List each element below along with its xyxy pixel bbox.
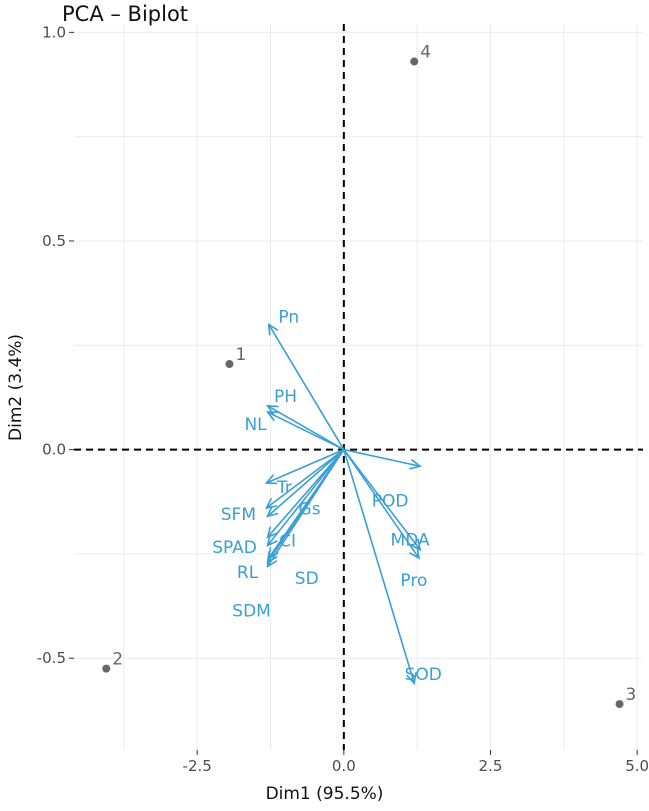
arrowhead-ci [266,534,278,547]
variable-label-tr: Tr [276,478,292,498]
arrow-mda [343,449,421,551]
x-tick-label: 5.0 [625,757,649,775]
variable-label-mda: MDA [391,531,430,551]
reference-lines [74,24,643,750]
arrowhead-pro [408,547,420,560]
y-tick-label: 1.0 [42,23,66,41]
arrow-sdm [266,449,345,567]
arrow-pn [268,324,345,450]
x-tick-label: 0.0 [332,757,356,775]
arrowhead-sfm [264,497,278,510]
variable-label-sd: SD [295,569,319,589]
arrow-tr [266,448,345,484]
axes: -2.5 0.0 2.5 5.0 -0.5 0.0 0.5 1.0 [37,23,649,775]
arrowhead-pn [267,322,279,336]
y-tick-label: -0.5 [37,649,66,667]
arrow-ci [266,449,345,547]
variable-label-ph: PH [274,387,297,407]
y-tick-label: 0.0 [42,441,66,459]
point-1 [225,360,234,369]
arrowhead-tr [264,474,278,485]
grid-lines [74,24,643,750]
arrow-gs [267,448,345,517]
arrowhead-mda [409,538,422,552]
arrowhead-pod [409,458,422,470]
arrowhead-gs [266,505,279,518]
variable-label-nl: NL [244,415,267,435]
arrowhead-sod [406,672,417,686]
chart-title: PCA – Biplot [62,2,189,26]
variable-label-rl: RL [237,563,259,583]
arrow-pro [343,449,420,559]
x-axis-label: Dim1 (95.5%) [265,784,384,804]
arrow-nl [267,411,345,451]
arrow-spad [266,449,345,538]
point-label-1: 1 [235,345,246,365]
point-2 [102,664,111,673]
variable-label-pod: POD [372,491,409,511]
point-3 [615,700,624,709]
x-tick-label: 2.5 [479,757,503,775]
variable-label-sdm: SDM [232,601,271,621]
y-axis-label: Dim2 (3.4%) [6,333,26,441]
arrow-ph [267,405,345,451]
point-label-3: 3 [626,685,637,705]
point-label-4: 4 [420,43,431,63]
arrowhead-nl [265,411,279,422]
arrowhead-spad [266,526,279,539]
variable-label-sfm: SFM [221,505,256,525]
arrow-sfm [265,448,345,509]
y-tick-label: 0.5 [42,232,66,250]
variable-label-sod: SOD [405,665,442,685]
variable-label-pro: Pro [400,571,427,591]
point-4 [410,57,419,66]
arrow-pod [343,448,421,468]
arrowhead-sdm [266,555,278,568]
variable-label-spad: SPAD [212,538,257,558]
variable-label-pn: Pn [278,307,299,327]
arrow-sod [343,449,415,684]
individual-points: 1 2 3 4 [102,43,636,709]
variable-label-gs: Gs [299,499,321,519]
point-label-2: 2 [112,650,123,670]
x-tick-label: -2.5 [183,757,212,775]
